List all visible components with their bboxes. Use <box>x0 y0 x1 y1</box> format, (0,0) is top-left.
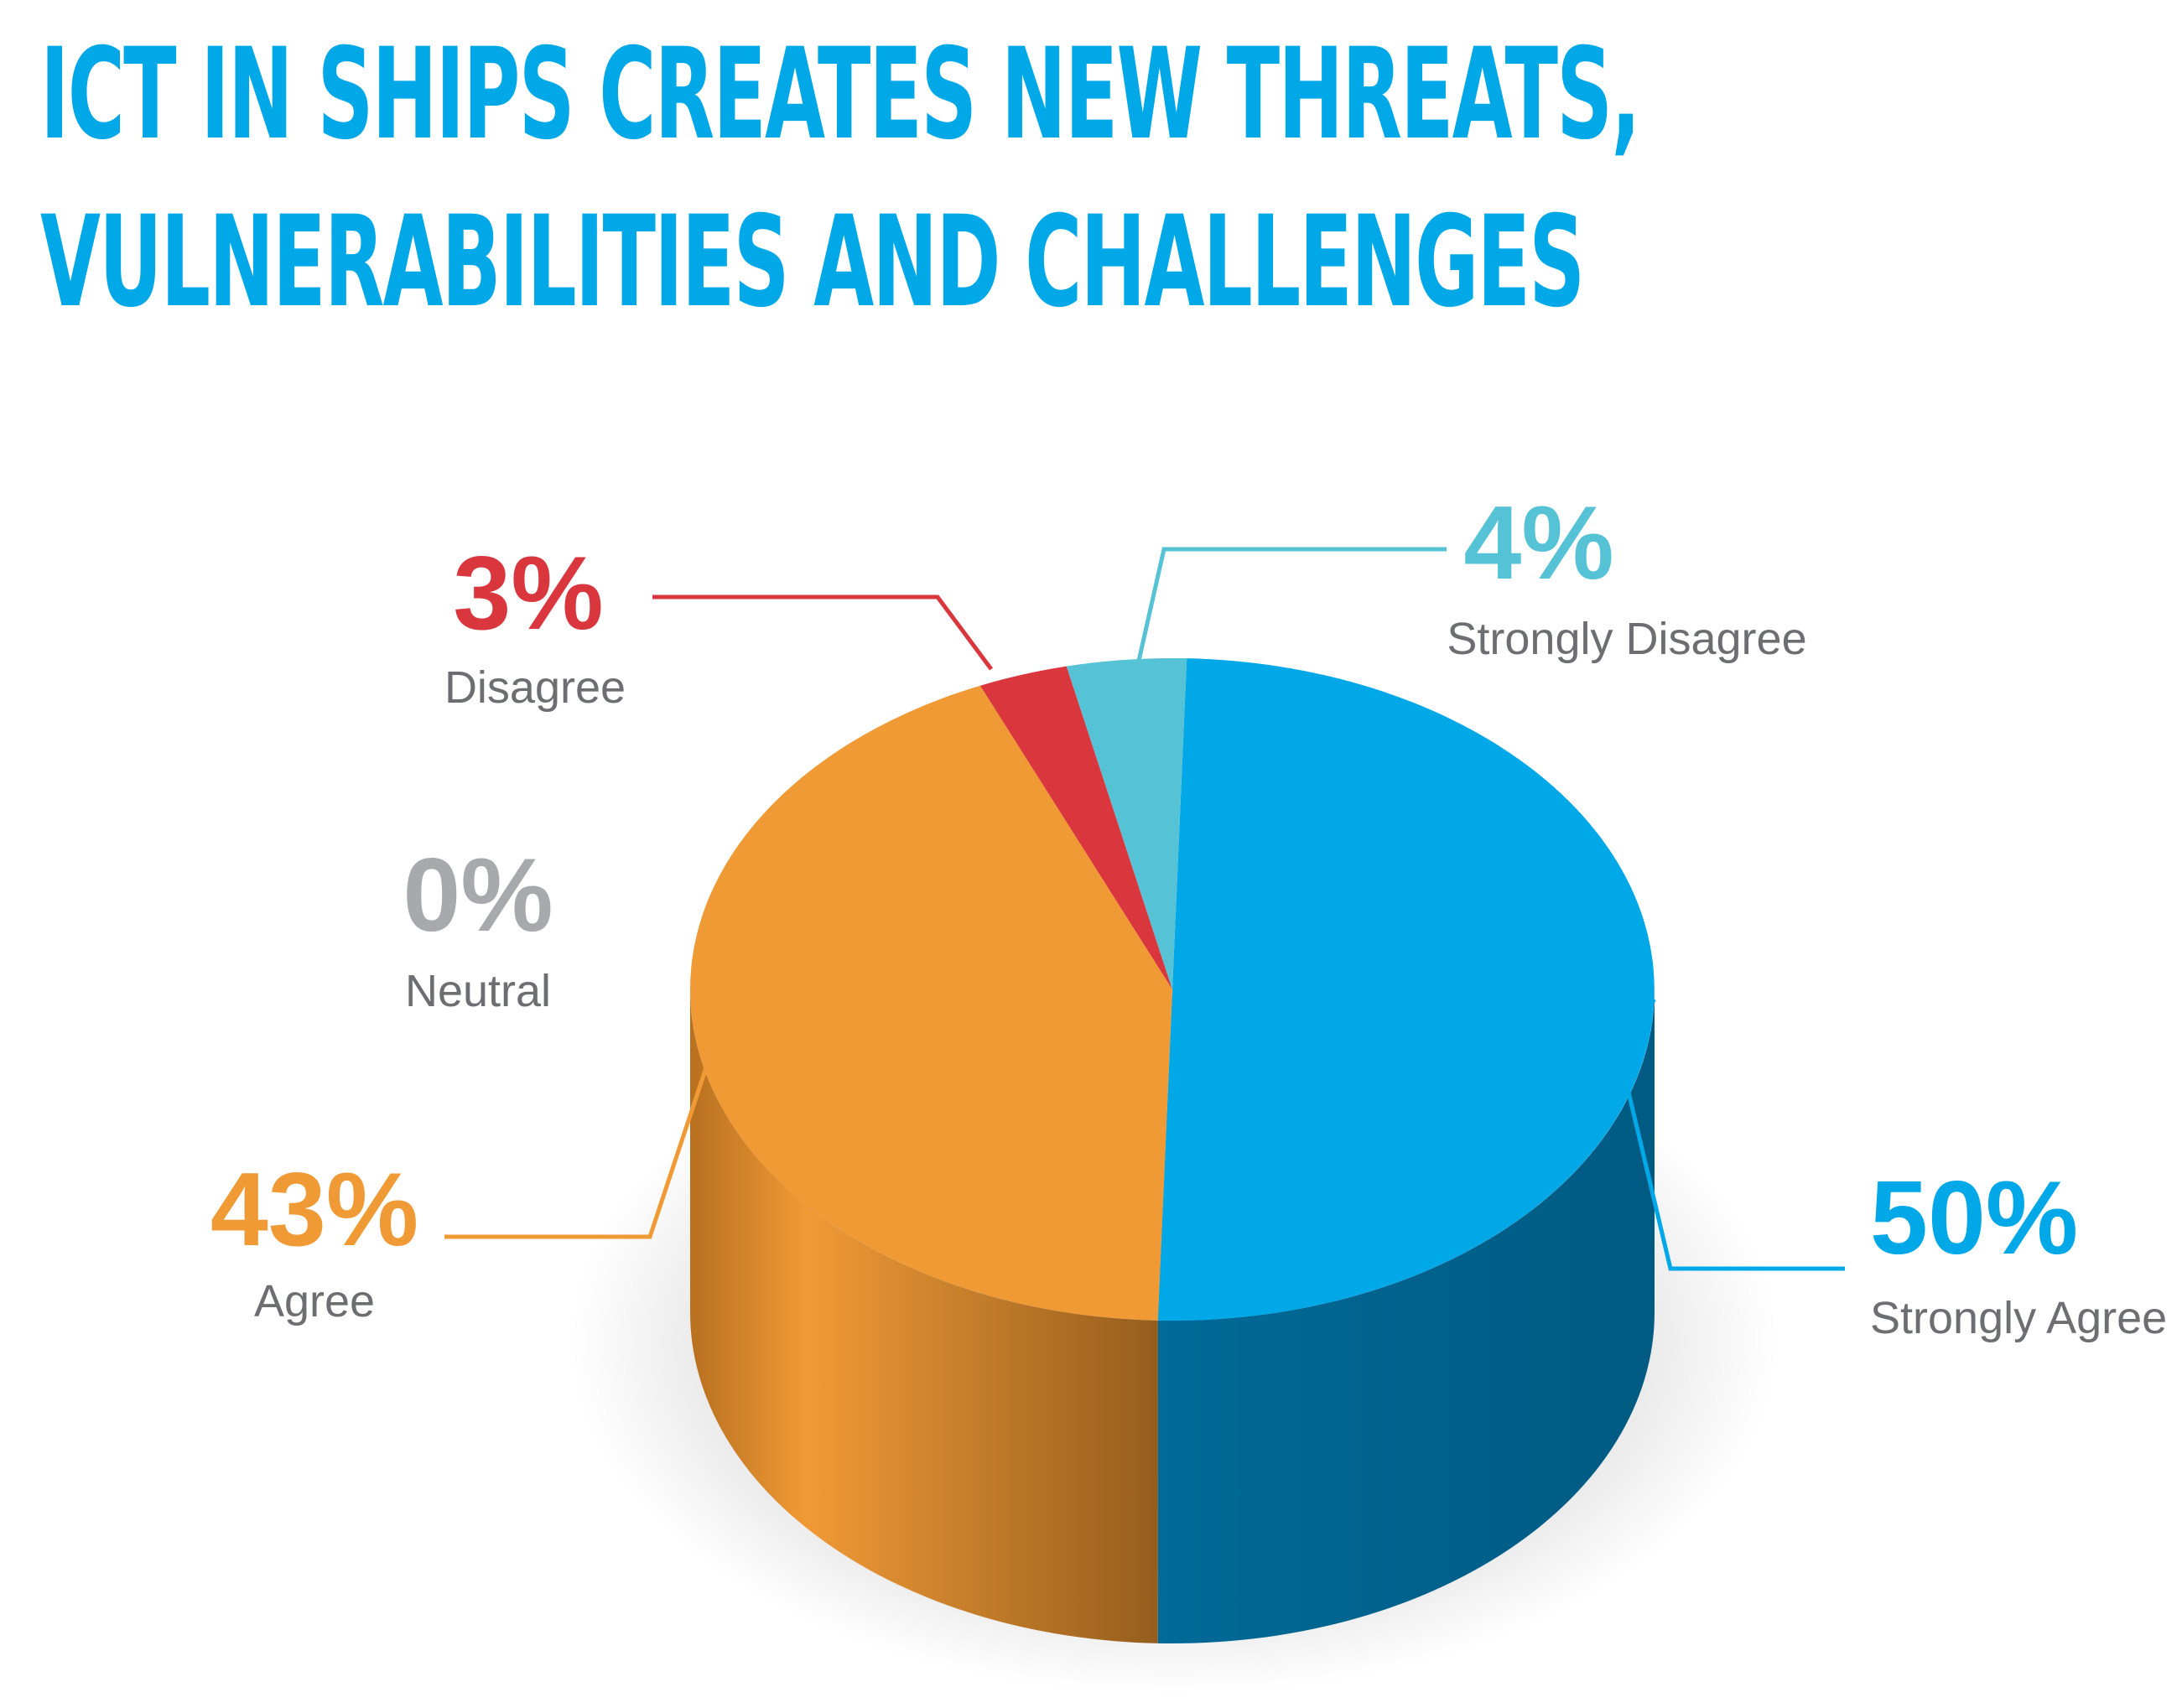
pie-slice-agree <box>690 685 1172 1321</box>
pie-slice-strongly-disagree <box>1066 658 1187 989</box>
pie-slice-disagree <box>979 666 1172 989</box>
leader-line-agree <box>444 1026 722 1239</box>
leader-line-strongly-agree <box>1616 998 1845 1271</box>
pie-side-strongly-agree <box>1157 989 1655 1643</box>
chart-title-line-1: ICT IN SHIPS CREATES NEW THREATS, <box>40 22 1641 168</box>
chart-title-line-2: VULNERABILITIES AND CHALLENGES <box>40 189 1585 335</box>
pie-sides <box>690 989 1655 1643</box>
data-label-neutral: Neutral <box>405 966 551 1016</box>
data-label-neutral-value: 0% <box>403 838 553 953</box>
data-label-strongly-agree: Strongly Agree <box>1870 1293 2167 1343</box>
pie-slice-strongly-agree <box>1157 658 1655 1321</box>
data-label-disagree: Disagree <box>444 662 626 713</box>
data-label-agree: Agree <box>254 1276 375 1326</box>
data-label-strongly-agree-value: 50% <box>1870 1160 2078 1276</box>
pie-side-agree <box>690 989 1158 1643</box>
data-label-agree-value: 43% <box>210 1152 418 1268</box>
leader-lines <box>444 547 1845 1271</box>
data-label-disagree-value: 3% <box>453 536 603 652</box>
leader-line-strongly-disagree <box>1136 547 1447 662</box>
data-label-strongly-disagree: Strongly Disagree <box>1447 614 1806 664</box>
leader-line-disagree <box>652 594 994 671</box>
data-label-strongly-disagree-value: 4% <box>1463 485 1613 601</box>
pie-top <box>690 658 1655 1321</box>
